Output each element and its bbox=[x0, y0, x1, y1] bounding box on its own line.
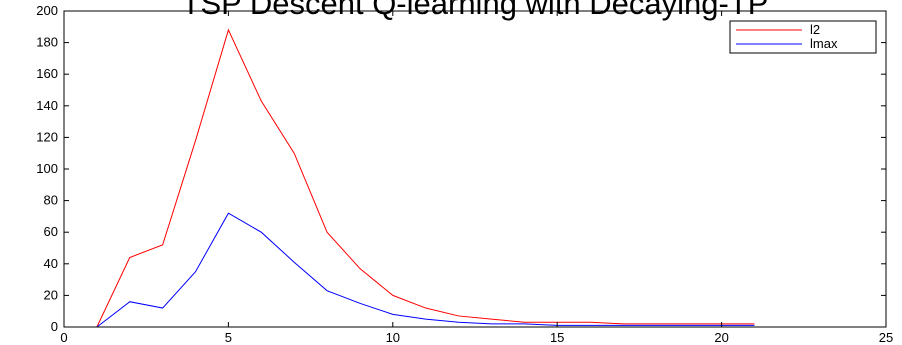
series-line-lmax bbox=[96, 212, 755, 328]
x-tick-label: 15 bbox=[550, 330, 564, 345]
x-tick-label: 0 bbox=[60, 330, 67, 345]
plot-area-frame bbox=[63, 10, 887, 328]
x-tick-label: 25 bbox=[879, 330, 893, 345]
y-tick-label: 160 bbox=[36, 66, 58, 81]
x-tick-label: 5 bbox=[225, 330, 232, 345]
x-tick-label: 20 bbox=[714, 330, 728, 345]
x-tick-label: 10 bbox=[386, 330, 400, 345]
y-tick-label: 180 bbox=[36, 35, 58, 50]
y-tick-label: 40 bbox=[44, 256, 58, 271]
y-axis: 0 20 40 60 80 100 120 140 160 180 200 bbox=[36, 3, 886, 334]
y-tick-label: 60 bbox=[44, 224, 58, 239]
y-tick-label: 0 bbox=[51, 319, 58, 334]
series-line-l2 bbox=[96, 28, 755, 328]
legend-box bbox=[729, 20, 877, 54]
x-axis: 0 5 10 15 20 25 bbox=[60, 11, 893, 345]
y-tick-label: 100 bbox=[36, 161, 58, 176]
y-tick-label: 80 bbox=[44, 193, 58, 208]
y-tick-label: 200 bbox=[36, 3, 58, 18]
y-tick-label: 120 bbox=[36, 129, 58, 144]
y-tick-label: 140 bbox=[36, 98, 58, 113]
y-tick-label: 20 bbox=[44, 287, 58, 302]
series-layer bbox=[96, 28, 755, 328]
legend-label-l2: l2 bbox=[810, 22, 820, 37]
legend-label-lmax: lmax bbox=[810, 36, 838, 51]
